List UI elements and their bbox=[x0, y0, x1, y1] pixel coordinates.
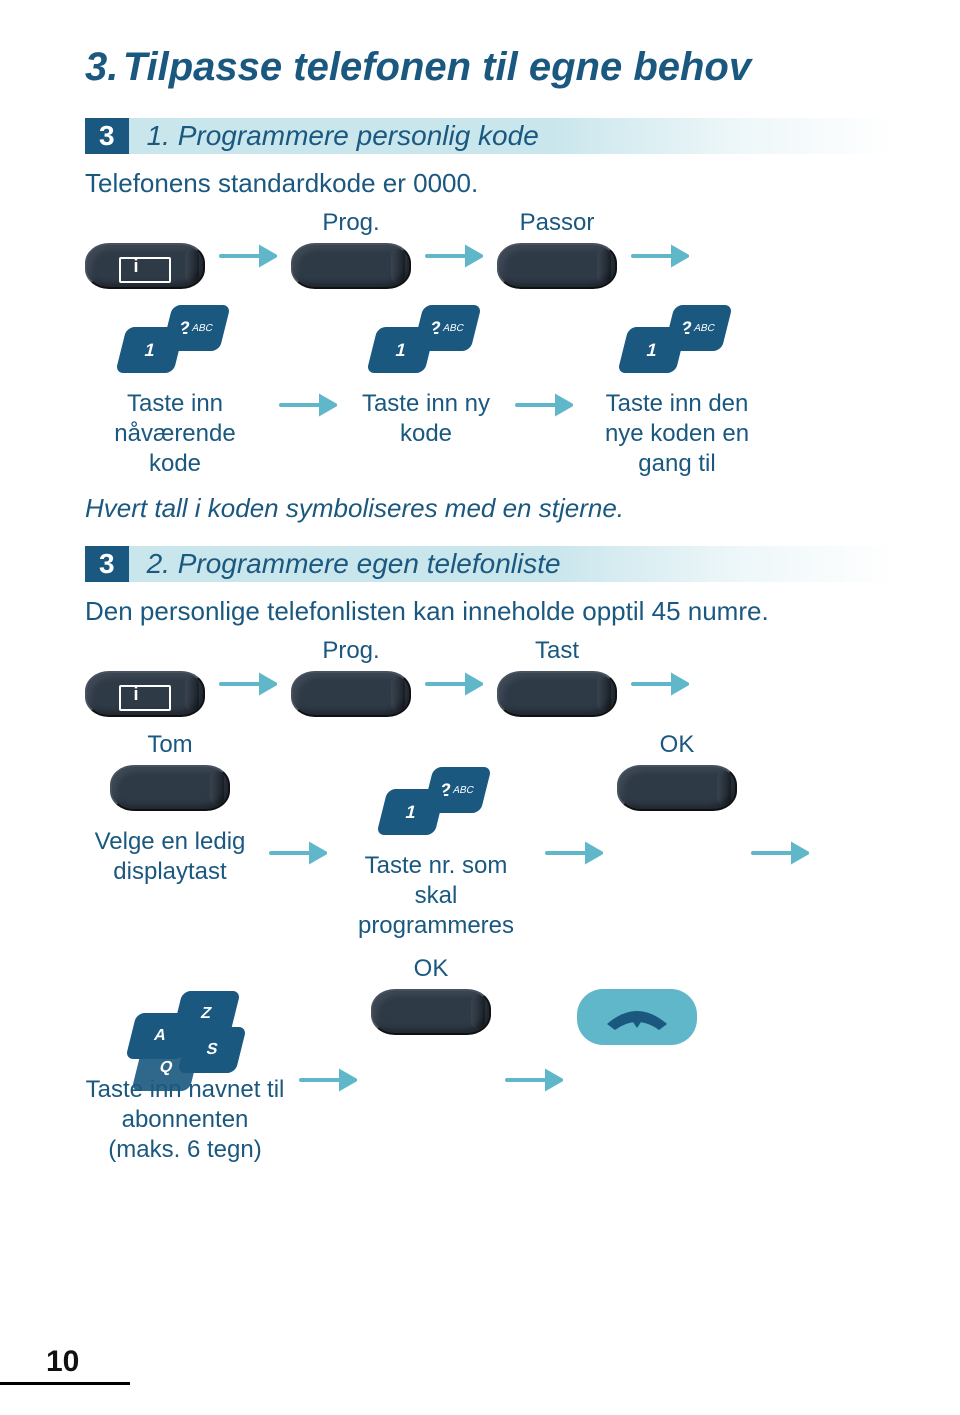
step-keypad-number: 2ABC 1 Taste nr. som skal programmeres bbox=[341, 731, 531, 941]
section-2-intro: Den personlige telefonlisten kan innehol… bbox=[85, 596, 895, 627]
page-header: 3. Tilpasse telefonen til egne behov bbox=[85, 45, 895, 90]
i-button[interactable] bbox=[85, 243, 205, 289]
arrow-icon bbox=[425, 672, 483, 696]
step-enter-new-code: 2ABC 1 Taste inn ny kode bbox=[351, 303, 501, 449]
section-1-row-1: Prog. Passor bbox=[85, 209, 895, 289]
arrow-icon bbox=[219, 672, 277, 696]
ok-button[interactable] bbox=[371, 989, 491, 1035]
step-enter-current-code: 2ABC 1 Taste inn nåværende kode bbox=[85, 303, 265, 479]
step-tast-button: Tast bbox=[497, 637, 617, 717]
step-i-button-2 bbox=[85, 637, 205, 717]
section-1-header: 3 1. Programmere personlig kode bbox=[85, 118, 895, 154]
arrow-icon bbox=[279, 393, 337, 417]
section-2-row-1: Prog. Tast bbox=[85, 637, 895, 717]
section-1-title: 1. Programmere personlig kode bbox=[129, 118, 895, 154]
prog-label: Prog. bbox=[322, 209, 379, 237]
spacer-label bbox=[433, 731, 440, 759]
arrow-icon bbox=[425, 244, 483, 268]
step-passor-button: Passor bbox=[497, 209, 617, 289]
prog-button[interactable] bbox=[291, 243, 411, 289]
arrow-icon bbox=[219, 244, 277, 268]
section-1-note: Hvert tall i koden symboliseres med en s… bbox=[85, 493, 895, 524]
caption-displaytast: Velge en ledig displaytast bbox=[85, 827, 255, 887]
keypad-icon: 2ABC 1 bbox=[382, 765, 490, 845]
step-confirm-new-code: 2ABC 1 Taste inn den nye koden en gang t… bbox=[587, 303, 767, 479]
arrow-icon bbox=[505, 1068, 563, 1092]
keypad-icon: 2ABC 1 bbox=[372, 303, 480, 383]
step-keypad-letters: Z A Q S Taste inn navnet til abonnenten … bbox=[85, 955, 285, 1165]
step-ok-button: OK bbox=[617, 731, 737, 811]
keypad-icon: 2ABC 1 bbox=[121, 303, 229, 383]
passor-button[interactable] bbox=[497, 243, 617, 289]
i-button[interactable] bbox=[85, 671, 205, 717]
step-ok-button-2: OK bbox=[371, 955, 491, 1035]
spacer-label bbox=[142, 637, 149, 665]
section-1-intro: Telefonens standardkode er 0000. bbox=[85, 168, 895, 199]
section-1-chapter-num: 3 bbox=[85, 118, 129, 154]
step-prog-button-2: Prog. bbox=[291, 637, 411, 717]
passor-label: Passor bbox=[520, 209, 595, 237]
prog-label-2: Prog. bbox=[322, 637, 379, 665]
section-2-row-2: Tom Velge en ledig displaytast 2ABC 1 Ta… bbox=[85, 731, 895, 941]
alpha-keypad-icon: Z A Q S bbox=[131, 989, 239, 1069]
prog-button[interactable] bbox=[291, 671, 411, 717]
step-prog-button: Prog. bbox=[291, 209, 411, 289]
section-2-row-3: Z A Q S Taste inn navnet til abonnenten … bbox=[85, 955, 895, 1165]
section-2-chapter-num: 3 bbox=[85, 546, 129, 582]
tom-button[interactable] bbox=[110, 765, 230, 811]
spacer-label bbox=[634, 955, 641, 983]
step-hangup bbox=[577, 955, 697, 1045]
ok-label-2: OK bbox=[414, 955, 449, 983]
arrow-icon bbox=[269, 841, 327, 865]
spacer-label bbox=[142, 209, 149, 237]
section-1-row-2: 2ABC 1 Taste inn nåværende kode 2ABC 1 T… bbox=[85, 303, 895, 479]
arrow-icon bbox=[545, 841, 603, 865]
page-number: 10 bbox=[46, 1345, 79, 1379]
caption-taste-nr: Taste nr. som skal programmeres bbox=[341, 851, 531, 941]
caption-confirm-code: Taste inn den nye koden en gang til bbox=[587, 389, 767, 479]
hangup-icon bbox=[577, 989, 697, 1045]
tast-button[interactable] bbox=[497, 671, 617, 717]
section-2-header: 3 2. Programmere egen telefonliste bbox=[85, 546, 895, 582]
caption-current-code: Taste inn nåværende kode bbox=[85, 389, 265, 479]
arrow-icon bbox=[631, 672, 689, 696]
page-title: Tilpasse telefonen til egne behov bbox=[123, 45, 751, 89]
ok-label: OK bbox=[660, 731, 695, 759]
spacer-label bbox=[182, 955, 189, 983]
step-i-button bbox=[85, 209, 205, 289]
tom-label: Tom bbox=[147, 731, 192, 759]
step-tom-button: Tom Velge en ledig displaytast bbox=[85, 731, 255, 887]
ok-button[interactable] bbox=[617, 765, 737, 811]
arrow-icon bbox=[515, 393, 573, 417]
arrow-icon bbox=[299, 1068, 357, 1092]
tast-label: Tast bbox=[535, 637, 579, 665]
section-2-title: 2. Programmere egen telefonliste bbox=[129, 546, 895, 582]
arrow-icon bbox=[631, 244, 689, 268]
caption-new-code: Taste inn ny kode bbox=[351, 389, 501, 449]
keypad-icon: 2ABC 1 bbox=[623, 303, 731, 383]
arrow-icon bbox=[751, 841, 809, 865]
page-number-prefix: 3. bbox=[85, 45, 118, 89]
